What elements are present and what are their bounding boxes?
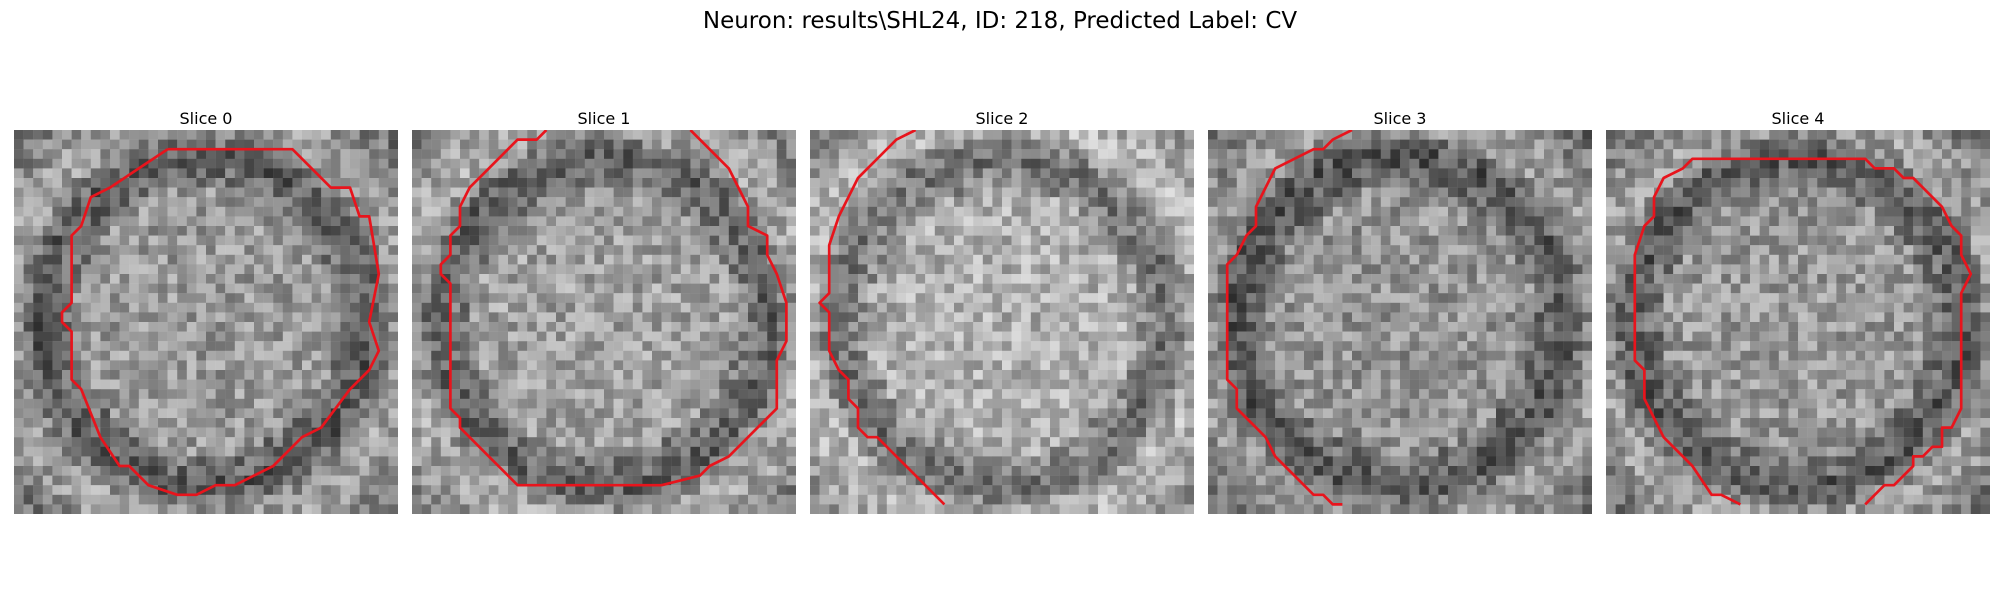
slice-panel-3: Slice 3 bbox=[1208, 108, 1592, 514]
slice-image-3 bbox=[1208, 130, 1592, 514]
slice-title-3: Slice 3 bbox=[1373, 109, 1427, 128]
figure-title: Neuron: results\SHL24, ID: 218, Predicte… bbox=[702, 8, 1298, 34]
slice-title-2: Slice 2 bbox=[975, 109, 1029, 128]
contour-line bbox=[439, 130, 788, 487]
slice-image-2 bbox=[810, 130, 1194, 514]
slice-title-0: Slice 0 bbox=[179, 109, 233, 128]
slice-image-1 bbox=[412, 130, 796, 514]
contour-line bbox=[1633, 157, 1973, 506]
slice-image-0 bbox=[14, 130, 398, 514]
slice-title-1: Slice 1 bbox=[577, 109, 631, 128]
slice-panel-0: Slice 0 bbox=[14, 108, 398, 514]
contour-line bbox=[1225, 130, 1353, 506]
slice-title-4: Slice 4 bbox=[1771, 109, 1825, 128]
slice-panel-2: Slice 2 bbox=[810, 108, 1194, 514]
contour-line bbox=[818, 130, 946, 506]
slice-panel-1: Slice 1 bbox=[412, 108, 796, 514]
contour-line bbox=[60, 147, 381, 497]
slice-image-4 bbox=[1606, 130, 1990, 514]
slice-panel-4: Slice 4 bbox=[1606, 108, 1990, 514]
